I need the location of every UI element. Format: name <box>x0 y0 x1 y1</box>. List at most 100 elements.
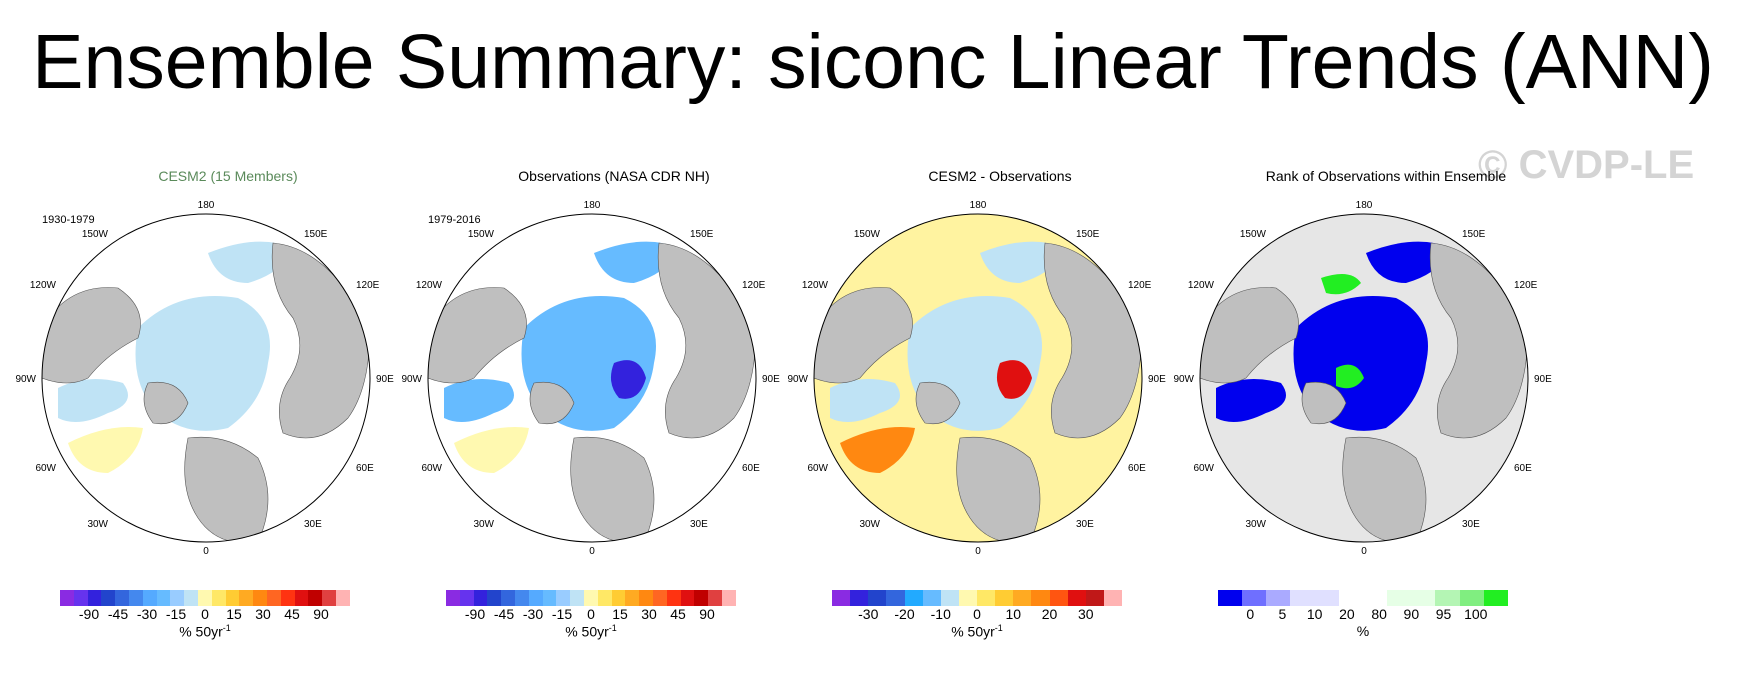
colorbar-swatch <box>170 590 185 606</box>
colorbar-swatch <box>1435 590 1460 606</box>
unit-text: % <box>1356 623 1370 639</box>
greenland-land <box>529 381 575 425</box>
longitude-label: 150W <box>854 229 881 240</box>
hudson-bay-field <box>58 379 128 422</box>
colorbar-swatch <box>868 590 887 606</box>
colorbar-swatch <box>680 590 695 606</box>
colorbar-swatch <box>335 590 350 606</box>
colorbar-swatch <box>1266 590 1291 606</box>
colorbar-swatch <box>1338 590 1363 606</box>
colorbar-swatch <box>1049 590 1068 606</box>
longitude-label: 150E <box>690 229 714 240</box>
colorbar-tick-label: -15 <box>165 606 187 622</box>
colorbar-tick-label: 80 <box>1371 606 1387 622</box>
unit-superscript: -1 <box>994 623 1003 633</box>
colorbar-swatch <box>1013 590 1032 606</box>
colorbar-tick-label: 0 <box>587 606 595 622</box>
colorbar-swatch <box>1362 590 1388 606</box>
polar-map: 180 0 150W 150E 120W 120E 90W 90E 60W 60E 30W 30E <box>401 200 780 557</box>
panel-rank: Rank of Observations within Ensemble 180… <box>1173 160 1586 660</box>
colorbar-swatch <box>266 590 281 606</box>
colorbar-tick-label: 20 <box>1041 606 1058 622</box>
colorbar-swatch <box>1218 590 1243 606</box>
colorbar-tick-label: 15 <box>226 606 242 622</box>
labrador-sea-patch <box>840 427 915 473</box>
colorbar-tick-label: 90 <box>1403 606 1420 622</box>
colorbar-swatch <box>308 590 323 606</box>
longitude-label: 150W <box>82 229 109 240</box>
period-label: 1979-2016 <box>428 214 481 226</box>
colorbar <box>60 590 350 606</box>
longitude-label: 0 <box>203 546 209 557</box>
hudson-bay-field <box>1216 379 1286 422</box>
longitude-label: 30W <box>473 519 494 530</box>
colorbar-swatch <box>294 590 309 606</box>
panel-observations: Observations (NASA CDR NH) 1979-2016 180… <box>401 160 814 660</box>
colorbar-tick-label: 90 <box>313 606 329 622</box>
colorbar-swatch <box>1483 590 1508 606</box>
colorbar-swatch <box>570 590 584 606</box>
colorbar-tick-label: -90 <box>464 606 486 622</box>
colorbar-swatch <box>597 590 612 606</box>
longitude-label: 180 <box>198 200 215 211</box>
longitude-label: 150W <box>468 229 495 240</box>
unit-text: % 50yr <box>179 623 223 640</box>
colorbar-swatch <box>1459 590 1484 606</box>
longitude-label: 90W <box>15 374 36 385</box>
labrador-sea-patch <box>68 427 143 473</box>
polar-map: 180 0 150W 150E 120W 120E 90W 90E 60W 60E 30W 30E <box>1173 200 1552 557</box>
colorbar-swatch <box>995 590 1014 606</box>
colorbar-swatch <box>87 590 102 606</box>
colorbar-swatch <box>211 590 226 606</box>
map-boundary <box>813 213 1143 543</box>
longitude-label: 30W <box>87 519 108 530</box>
colorbar-tick-label: 45 <box>670 606 686 622</box>
longitude-label: 120E <box>1128 280 1152 291</box>
colorbar-tick-label: -15 <box>551 606 573 622</box>
colorbar-swatch <box>73 590 88 606</box>
longitude-label: 180 <box>1356 200 1373 211</box>
colorbar-swatch <box>694 590 709 606</box>
colorbar-unit: % 50yr-1 <box>414 623 768 640</box>
longitude-label: 120W <box>1188 280 1215 291</box>
colorbar-swatch <box>184 590 198 606</box>
barents-anomaly <box>610 360 646 399</box>
colorbar-swatch <box>1242 590 1267 606</box>
hudson-bay-field <box>444 379 514 422</box>
colorbar-tick-label: 95 <box>1435 606 1452 622</box>
colorbar-swatch <box>611 590 626 606</box>
colorbar-tick-label: -30 <box>522 606 544 622</box>
longitude-label: 60W <box>807 463 828 474</box>
colorbar-tick-label: 45 <box>284 606 300 622</box>
north-america-land <box>814 287 913 384</box>
colorbar-swatch <box>666 590 681 606</box>
colorbar-swatch <box>142 590 157 606</box>
europe-land <box>570 436 655 542</box>
colorbar-tick-label: 30 <box>1077 606 1094 622</box>
colorbar-swatch <box>1314 590 1339 606</box>
greenland-land <box>915 381 961 425</box>
colorbar-swatch <box>487 590 502 606</box>
rank-high-patch <box>1336 364 1364 389</box>
colorbar-swatch <box>940 590 959 606</box>
colorbar-tick-label: 10 <box>1306 606 1323 622</box>
longitude-label: 150E <box>1076 229 1100 240</box>
europe-land <box>184 436 269 542</box>
colorbar-swatch <box>156 590 171 606</box>
colorbar-tick-label: 100 <box>1464 606 1488 622</box>
north-america-land <box>42 287 141 384</box>
longitude-label: 60W <box>421 463 442 474</box>
longitude-label: 120E <box>1514 280 1538 291</box>
longitude-label: 180 <box>970 200 987 211</box>
longitude-label: 0 <box>975 546 981 557</box>
colorbar-swatch <box>721 590 736 606</box>
colorbar-swatch <box>501 590 515 606</box>
longitude-label: 60E <box>356 463 374 474</box>
colorbar-swatch <box>625 590 640 606</box>
longitude-label: 180 <box>584 200 601 211</box>
colorbar-tick-label: -90 <box>78 606 100 622</box>
rank-high-patch <box>1321 274 1361 295</box>
colorbar-swatch <box>832 590 851 606</box>
colorbar <box>446 590 736 606</box>
colorbar-tick-label: -10 <box>930 606 951 622</box>
